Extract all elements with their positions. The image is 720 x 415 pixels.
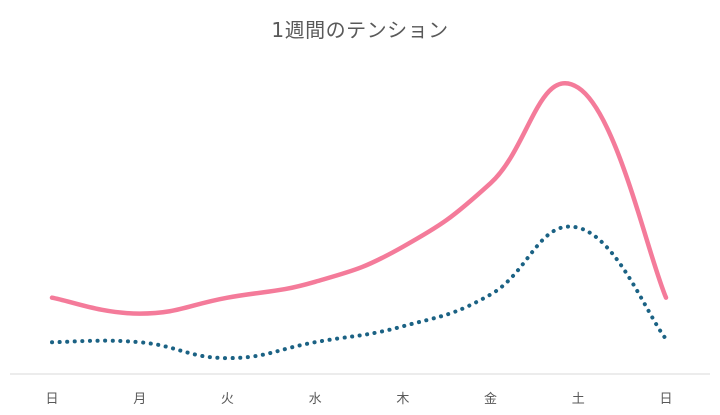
series-line-2	[50, 224, 668, 361]
x-tick-label: 水	[309, 392, 322, 407]
x-tick-label: 木	[396, 392, 409, 407]
x-tick-label: 月	[133, 392, 146, 407]
series-layer	[49, 81, 669, 361]
x-tick-label: 日	[45, 392, 58, 407]
x-tick-label: 火	[221, 392, 234, 407]
chart-title: 1週間のテンション	[271, 18, 449, 42]
x-tick-label: 日	[659, 392, 672, 407]
x-tick-label: 金	[484, 391, 497, 407]
x-tick-labels: 日月火水木金土日	[45, 391, 672, 407]
series-line-1	[49, 81, 669, 316]
x-tick-label: 土	[572, 392, 585, 407]
